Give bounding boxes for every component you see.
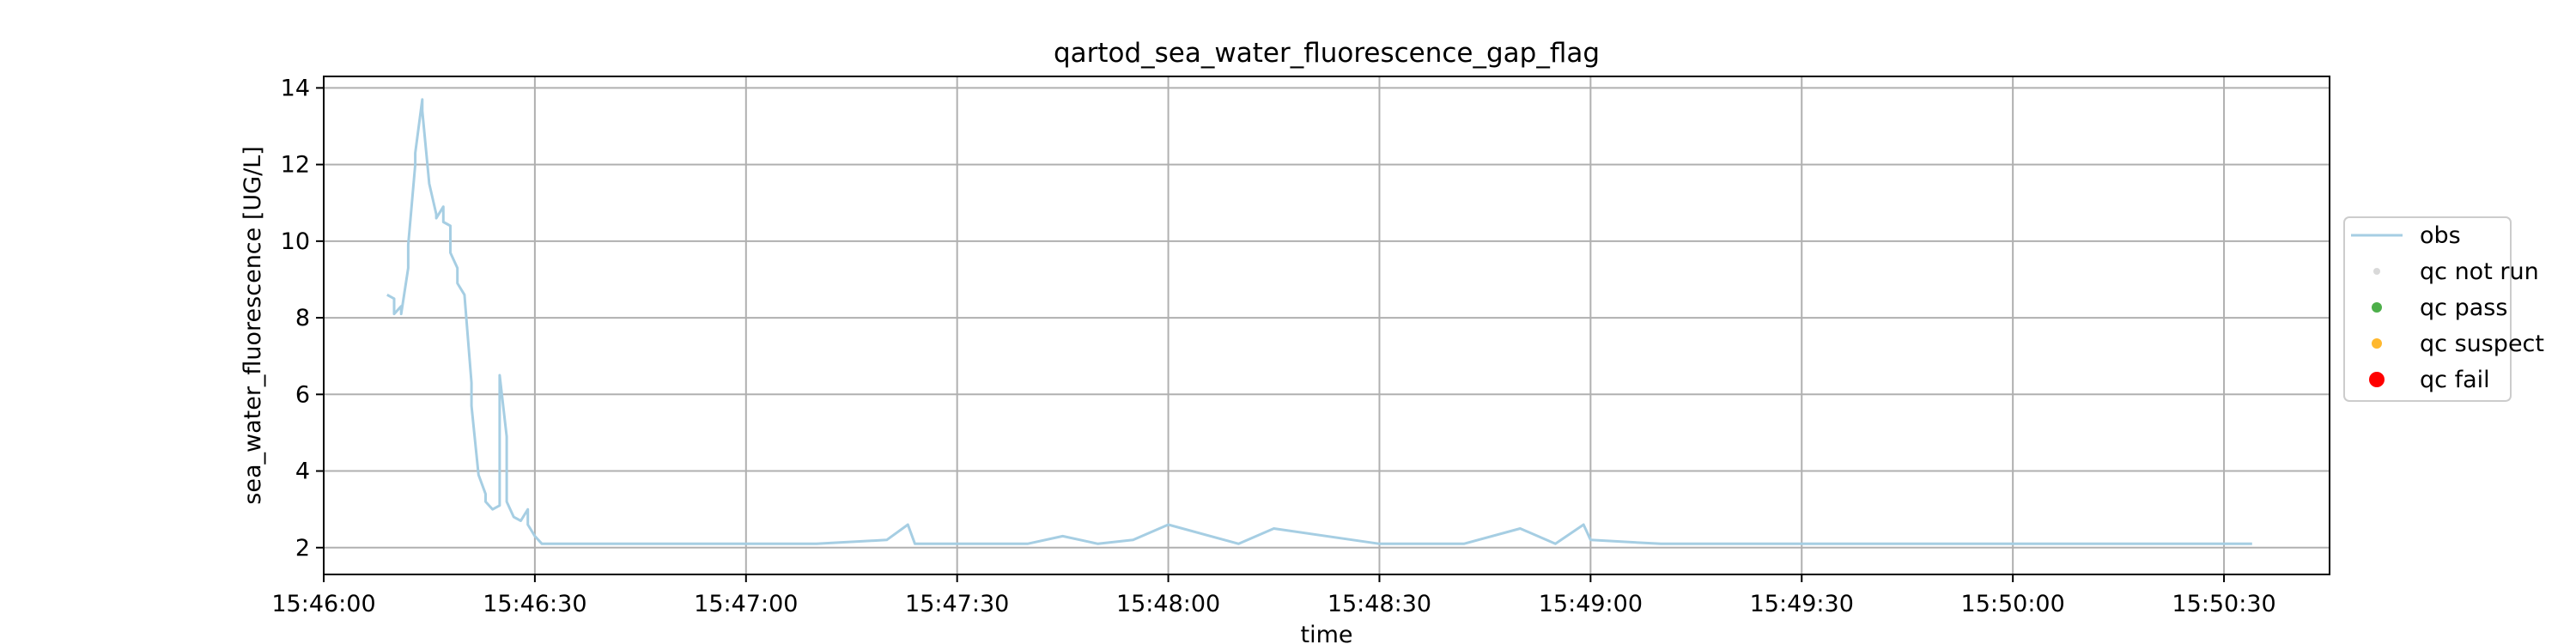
- legend: obs qc not run qc pass qc suspect qc fail: [2343, 216, 2544, 402]
- x-tick-label: 15:46:00: [271, 591, 375, 617]
- x-tick-label: 15:49:00: [1539, 591, 1643, 617]
- series-line-obs: [386, 98, 2252, 545]
- y-tick-label: 10: [281, 228, 310, 255]
- x-tick-label: 15:48:30: [1327, 591, 1431, 617]
- legend-swatch-2: [2372, 302, 2382, 313]
- x-axis-label: time: [1300, 622, 1352, 644]
- legend-swatch-1: [2373, 268, 2380, 275]
- y-tick-label: 4: [295, 459, 310, 485]
- plot-frame: [323, 76, 2330, 575]
- x-tick-label: 15:47:30: [905, 591, 1009, 617]
- x-tick-label: 15:48:00: [1116, 591, 1220, 617]
- y-axis-ticks: 2 4 6 8 10 12 14: [281, 75, 324, 562]
- x-tick-label: 15:49:30: [1750, 591, 1854, 617]
- y-tick-label: 2: [295, 535, 310, 562]
- x-tick-label: 15:47:00: [694, 591, 798, 617]
- plot-area: [323, 76, 2330, 575]
- x-tick-label: 15:50:30: [2172, 591, 2275, 617]
- y-tick-label: 6: [295, 381, 310, 408]
- legend-label: qc fail: [2420, 367, 2490, 393]
- legend-label: qc not run: [2420, 258, 2539, 285]
- legend-items: obs qc not run qc pass qc suspect qc fail: [2351, 222, 2544, 393]
- legend-label: obs: [2420, 222, 2461, 249]
- y-axis-label: sea_water_fluorescence [UG/L]: [240, 146, 266, 504]
- plot-background: [324, 76, 2330, 574]
- y-tick-label: 14: [281, 75, 310, 101]
- chart-title: qartod_sea_water_fluorescence_gap_flag: [1054, 38, 1600, 69]
- x-axis-ticks: 15:46:00 15:46:30 15:47:00 15:47:30 15:48:00…: [271, 574, 2276, 617]
- legend-label: qc pass: [2420, 295, 2507, 321]
- x-tick-label: 15:50:00: [1961, 591, 2065, 617]
- x-tick-label: 15:46:30: [483, 591, 586, 617]
- legend-label: qc suspect: [2420, 331, 2544, 357]
- legend-swatch-4: [2369, 372, 2385, 387]
- legend-swatch-3: [2372, 338, 2382, 349]
- legend-box: [2343, 216, 2512, 402]
- y-tick-label: 12: [281, 152, 310, 179]
- grid: [323, 76, 2330, 574]
- y-tick-label: 8: [295, 305, 310, 331]
- series-layer: [386, 98, 2252, 545]
